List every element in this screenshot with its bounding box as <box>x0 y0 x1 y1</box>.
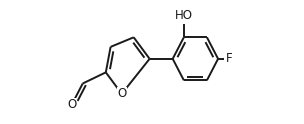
Text: HO: HO <box>175 9 193 22</box>
Text: O: O <box>117 87 126 100</box>
Text: O: O <box>67 98 76 111</box>
Text: F: F <box>226 52 233 65</box>
